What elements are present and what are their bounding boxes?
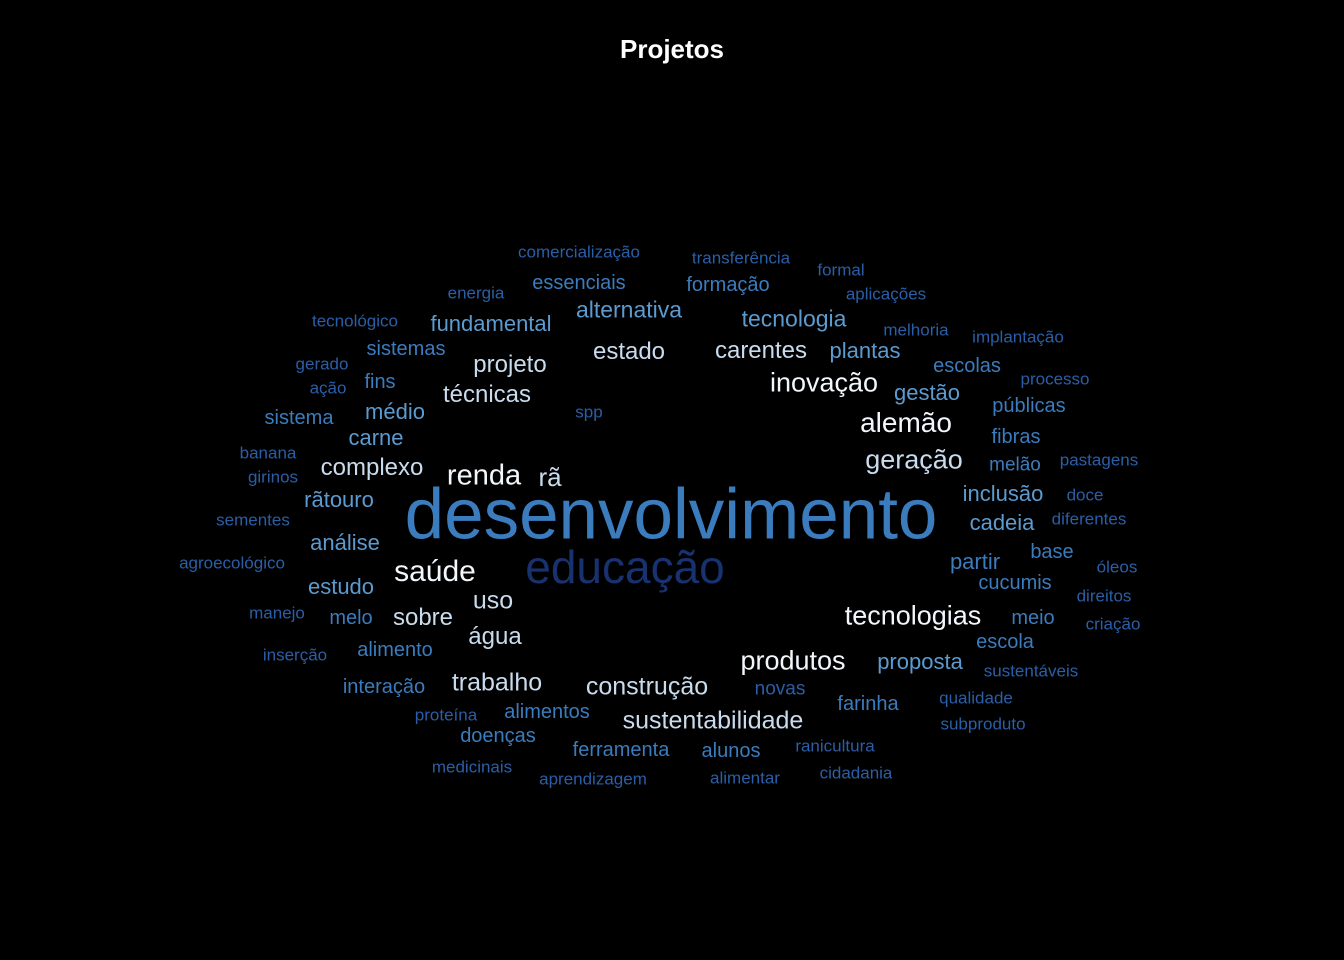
word-saude: saúde <box>394 555 476 588</box>
word-fundamental: fundamental <box>430 311 552 336</box>
word-aprendizagem: aprendizagem <box>539 769 647 789</box>
word-cucumis: cucumis <box>978 572 1052 594</box>
word-analise: análise <box>310 530 380 555</box>
word-inovacao: inovação <box>769 367 879 398</box>
word-sustentabilidade: sustentabilidade <box>622 706 804 735</box>
word-partir: partir <box>949 549 1001 574</box>
word-criacao: criação <box>1085 614 1141 634</box>
word-trabalho: trabalho <box>451 668 543 697</box>
word-farinha: farinha <box>837 693 899 715</box>
word-insercao: inserção <box>262 645 328 665</box>
word-interacao: interação <box>342 676 426 698</box>
word-complexo: complexo <box>320 454 424 481</box>
word-educacao: educação <box>525 541 725 593</box>
word-acao: ação <box>309 378 347 398</box>
word-formacao: formação <box>686 274 770 296</box>
word-melo: melo <box>329 607 373 629</box>
word-renda: renda <box>446 459 522 492</box>
word-carentes: carentes <box>714 337 808 364</box>
word-sementes: sementes <box>216 510 290 530</box>
word-aplicacoes: aplicações <box>845 284 927 304</box>
word-geracao: geração <box>865 444 963 475</box>
word-tecnologias: tecnologias <box>844 600 982 631</box>
word-ratouro: rãtouro <box>304 487 374 512</box>
word-sobre: sobre <box>392 604 454 631</box>
word-girinos: girinos <box>247 467 299 487</box>
word-tecnologico: tecnológico <box>311 311 399 331</box>
word-escolas: escolas <box>933 355 1001 377</box>
word-estudo: estudo <box>307 574 375 599</box>
word-fins: fins <box>364 371 396 393</box>
word-meio: meio <box>1011 607 1055 629</box>
word-manejo: manejo <box>249 603 305 623</box>
word-melhoria: melhoria <box>883 320 949 340</box>
word-pastagens: pastagens <box>1059 450 1139 470</box>
word-construcao: construção <box>585 672 709 701</box>
word-spp: spp <box>575 402 603 422</box>
word-alternativa: alternativa <box>575 296 683 323</box>
word-proposta: proposta <box>877 649 963 674</box>
word-alemao: alemão <box>860 407 952 438</box>
word-proteina: proteína <box>414 705 478 725</box>
word-novas: novas <box>754 678 806 700</box>
word-projeto: projeto <box>473 351 547 378</box>
word-sustentaveis: sustentáveis <box>983 661 1079 681</box>
word-gestao: gestão <box>893 380 961 405</box>
word-agua: água <box>468 623 522 650</box>
word-uso: uso <box>472 586 514 615</box>
word-melao: melão <box>989 454 1041 476</box>
word-desenvolvimento: desenvolvimento <box>404 475 938 555</box>
page-title: Projetos <box>619 34 725 64</box>
word-agroecologico: agroecológico <box>179 553 285 573</box>
word-ra: rã <box>538 462 562 492</box>
word-qualidade: qualidade <box>939 688 1013 708</box>
word-ranicultura: ranicultura <box>795 736 875 756</box>
word-cadeia: cadeia <box>969 510 1035 535</box>
word-doencas: doenças <box>460 725 536 747</box>
word-tecnicas: técnicas <box>442 381 532 408</box>
word-formal: formal <box>817 260 865 280</box>
word-ferramenta: ferramenta <box>572 739 670 761</box>
word-processo: processo <box>1020 369 1090 389</box>
word-banana: banana <box>239 443 297 463</box>
word-medicinais: medicinais <box>431 757 513 777</box>
word-alimento: alimento <box>357 639 433 661</box>
word-alimentos: alimentos <box>504 701 590 723</box>
word-subproduto: subproduto <box>940 714 1026 734</box>
word-doce: doce <box>1066 485 1104 505</box>
word-estado: estado <box>592 338 666 365</box>
word-escola: escola <box>976 631 1034 653</box>
word-oleos: óleos <box>1096 557 1138 577</box>
word-comercializacao: comercialização <box>518 242 640 262</box>
word-energia: energia <box>447 283 505 303</box>
word-diferentes: diferentes <box>1051 509 1127 529</box>
word-carne: carne <box>348 425 404 450</box>
word-alimentar: alimentar <box>710 768 780 788</box>
word-fibras: fibras <box>991 426 1041 448</box>
word-inclusao: inclusão <box>962 481 1044 506</box>
word-cidadania: cidadania <box>819 763 893 783</box>
word-medio: médio <box>365 399 425 424</box>
word-alunos: alunos <box>701 740 761 762</box>
word-sistema: sistema <box>264 407 334 429</box>
word-plantas: plantas <box>829 338 901 363</box>
word-publicas: públicas <box>992 395 1066 417</box>
word-essenciais: essenciais <box>532 272 626 294</box>
word-sistemas: sistemas <box>366 338 446 360</box>
word-direitos: direitos <box>1076 586 1132 606</box>
word-tecnologia: tecnologia <box>741 305 847 332</box>
word-implantacao: implantação <box>972 327 1064 347</box>
word-gerado: gerado <box>295 354 349 374</box>
word-produtos: produtos <box>740 645 846 676</box>
word-base: base <box>1030 541 1074 563</box>
word-transferencia: transferência <box>691 248 791 268</box>
